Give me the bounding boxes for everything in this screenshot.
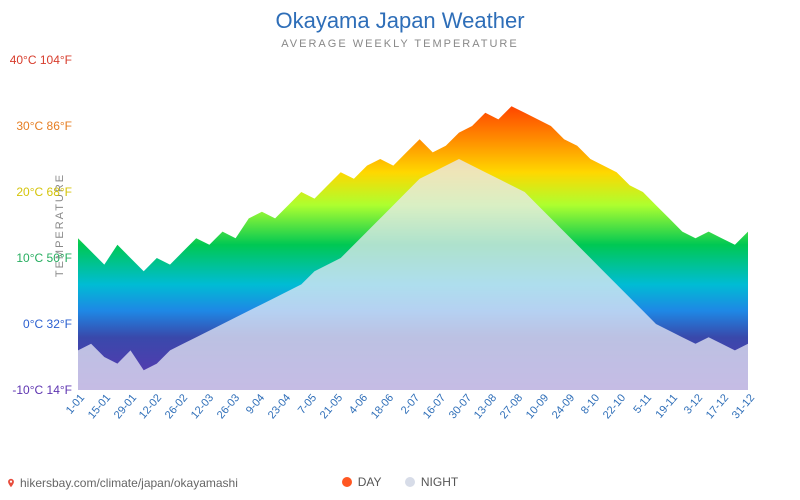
chart-subtitle: AVERAGE WEEKLY TEMPERATURE: [0, 38, 800, 50]
legend-day-label: DAY: [358, 475, 382, 489]
temperature-area-chart: [78, 60, 748, 390]
x-tick: 4-06: [347, 392, 370, 417]
x-tick: 17-12: [704, 392, 731, 421]
y-tick: 10°C 50°F: [16, 251, 72, 265]
y-axis: TEMPERATURE 40°C 104°F30°C 86°F20°C 68°F…: [0, 60, 78, 390]
legend-night-label: NIGHT: [421, 475, 458, 489]
chart-container: Okayama Japan Weather AVERAGE WEEKLY TEM…: [0, 0, 800, 500]
y-tick: 30°C 86°F: [16, 119, 72, 133]
x-tick: 31-12: [730, 392, 757, 421]
page-title: Okayama Japan Weather: [0, 0, 800, 34]
x-tick: 19-11: [653, 392, 680, 421]
x-tick: 21-05: [318, 392, 345, 421]
x-tick: 12-03: [189, 392, 216, 421]
y-tick: 0°C 32°F: [23, 317, 72, 331]
x-tick: 23-04: [266, 392, 293, 421]
y-tick: -10°C 14°F: [12, 383, 72, 397]
x-tick: 5-11: [631, 392, 654, 416]
legend-day: DAY: [342, 475, 382, 489]
x-tick: 10-09: [524, 392, 551, 421]
legend-night: NIGHT: [405, 475, 458, 489]
x-tick: 2-07: [399, 392, 422, 417]
y-tick: 20°C 68°F: [16, 185, 72, 199]
x-tick: 18-06: [369, 392, 396, 421]
legend-night-swatch: [405, 477, 415, 487]
footer: hikersbay.com/climate/japan/okayamashi: [6, 476, 238, 490]
chart-plot-area: [78, 60, 748, 390]
x-tick: 9-04: [244, 392, 267, 417]
x-tick: 24-09: [550, 392, 577, 421]
x-tick: 27-08: [498, 392, 525, 421]
x-tick: 22-10: [601, 392, 628, 421]
x-tick: 29-01: [111, 392, 138, 421]
x-tick: 7-05: [296, 392, 319, 417]
x-tick: 8-10: [579, 392, 602, 417]
x-tick: 26-02: [163, 392, 190, 421]
x-tick: 13-08: [472, 392, 499, 421]
footer-url: hikersbay.com/climate/japan/okayamashi: [20, 476, 238, 490]
x-tick: 3-12: [682, 392, 705, 417]
x-tick: 30-07: [446, 392, 473, 421]
legend-day-swatch: [342, 477, 352, 487]
y-tick: 40°C 104°F: [10, 53, 72, 67]
x-tick: 12-02: [137, 392, 164, 421]
x-tick: 16-07: [421, 392, 448, 421]
x-tick: 26-03: [215, 392, 242, 421]
x-axis: 1-0115-0129-0112-0226-0212-0326-039-0423…: [78, 392, 748, 452]
map-pin-icon: [6, 478, 16, 488]
x-tick: 15-01: [86, 392, 113, 421]
